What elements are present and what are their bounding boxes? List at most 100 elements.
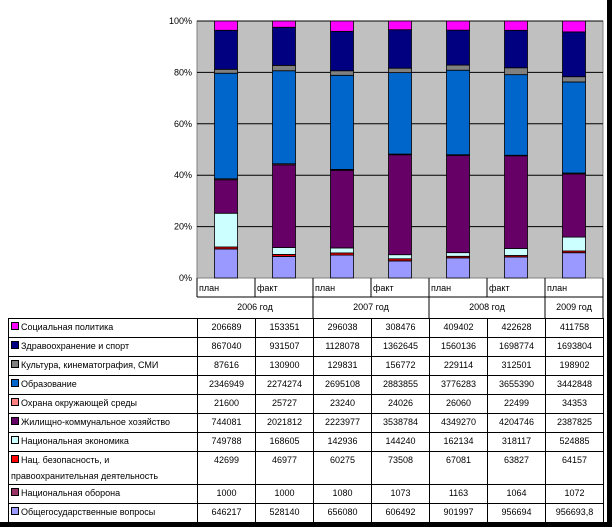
- table-cell: 2021812: [255, 413, 314, 433]
- bar-segment: [214, 248, 238, 279]
- bar-segment: [446, 20, 470, 31]
- bar-segment: [272, 26, 296, 66]
- x-tick-label: план: [431, 283, 451, 293]
- year-label: 2006 год: [237, 302, 273, 312]
- bar-segment: [330, 20, 354, 32]
- table-cell: 2223977: [313, 413, 372, 433]
- table-cell: 318117: [487, 432, 546, 452]
- table-cell: 744081: [197, 413, 256, 433]
- table-cell: 2274274: [255, 375, 314, 395]
- bar-segment: [388, 260, 412, 279]
- bar-segment: [330, 254, 354, 279]
- series-name: Общегосударственные вопросы: [21, 507, 156, 517]
- table-cell: 1693804: [545, 337, 604, 357]
- bar-segment: [504, 256, 528, 279]
- x-tick-label: план: [315, 283, 335, 293]
- year-label: 2008 год: [469, 302, 505, 312]
- table-cell: 1560136: [429, 337, 488, 357]
- bar-segment: [446, 252, 470, 257]
- legend-swatch-icon: [11, 488, 19, 496]
- table-cell: 1072: [545, 484, 604, 504]
- data-table: Социальная политика 206689 153351 296038 308…: [8, 318, 604, 523]
- legend-label: Нац. безопасность, и правоохранительная …: [8, 451, 198, 485]
- table-row: Национальная экономика 749788 168605 142936…: [8, 432, 604, 452]
- table-cell: 42699: [197, 451, 256, 485]
- legend-swatch-icon: [11, 322, 19, 330]
- table-cell: 64157: [545, 451, 604, 485]
- table-cell: 4349270: [429, 413, 488, 433]
- x-tick-label: план: [199, 283, 219, 293]
- table-cell: 144240: [371, 432, 430, 452]
- legend-swatch-icon: [11, 507, 19, 515]
- bar-segment: [562, 81, 586, 174]
- table-cell: 1128078: [313, 337, 372, 357]
- table-cell: 24026: [371, 394, 430, 414]
- table-cell: 1163: [429, 484, 488, 504]
- table-cell: 3442848: [545, 375, 604, 395]
- table-cell: 1073: [371, 484, 430, 504]
- table-cell: 931507: [255, 337, 314, 357]
- bar-segment: [562, 236, 586, 252]
- table-cell: 153351: [255, 318, 314, 338]
- table-row: Нац. безопасность, и правоохранительная …: [8, 451, 604, 485]
- bar-segment: [388, 20, 412, 31]
- table-cell: 656080: [313, 503, 372, 523]
- y-tick-label: 100%: [169, 16, 192, 26]
- y-tick-label: 40%: [174, 170, 192, 180]
- bar-segment: [330, 169, 354, 249]
- table-cell: 162134: [429, 432, 488, 452]
- table-cell: 2695108: [313, 375, 372, 395]
- series-name: Национальная оборона: [21, 488, 121, 498]
- table-cell: 409402: [429, 318, 488, 338]
- table-cell: 168605: [255, 432, 314, 452]
- table-row: Общегосударственные вопросы 646217 528140 6…: [8, 503, 604, 523]
- year-label: 2007 год: [353, 302, 389, 312]
- series-name: Здравоохранение и спорт: [21, 341, 130, 351]
- table-cell: 4204746: [487, 413, 546, 433]
- table-cell: 25727: [255, 394, 314, 414]
- bar-segment: [562, 20, 586, 33]
- bar-segment: [214, 179, 238, 214]
- bar-segment: [330, 30, 354, 72]
- table-cell: 198902: [545, 356, 604, 376]
- table-cell: 1362645: [371, 337, 430, 357]
- bar-segment: [504, 20, 528, 31]
- legend-label: Охрана окружающей среды: [8, 394, 198, 414]
- bar-segment: [446, 64, 470, 71]
- table-cell: 308476: [371, 318, 430, 338]
- table-cell: 206689: [197, 318, 256, 338]
- table-cell: 67081: [429, 451, 488, 485]
- table-cell: 901997: [429, 503, 488, 523]
- table-cell: 956694: [487, 503, 546, 523]
- bar-segment: [214, 68, 238, 74]
- series-name: Культура, кинематография, СМИ: [21, 360, 159, 370]
- table-cell: 606492: [371, 503, 430, 523]
- legend-label: Национальная оборона: [8, 484, 198, 504]
- legend-swatch-icon: [11, 455, 19, 463]
- table-cell: 129831: [313, 356, 372, 376]
- table-cell: 34353: [545, 394, 604, 414]
- legend-swatch-icon: [11, 398, 19, 406]
- bar-segment: [272, 64, 296, 72]
- table-cell: 142936: [313, 432, 372, 452]
- table-row: Жилищно-коммунальное хозяйство 744081 2021…: [8, 413, 604, 433]
- table-cell: 1000: [197, 484, 256, 504]
- series-name: Национальная экономика: [21, 436, 129, 446]
- table-row: Охрана окружающей среды 21600 25727 23240 24…: [8, 394, 604, 414]
- table-cell: 646217: [197, 503, 256, 523]
- bar-segment: [504, 74, 528, 156]
- table-cell: 312501: [487, 356, 546, 376]
- table-cell: 46977: [255, 451, 314, 485]
- x-tick-label: факт: [373, 283, 394, 293]
- legend-label: Здравоохранение и спорт: [8, 337, 198, 357]
- legend-swatch-icon: [11, 360, 19, 368]
- bar-segment: [330, 247, 354, 254]
- table-cell: 1698774: [487, 337, 546, 357]
- table-cell: 2387825: [545, 413, 604, 433]
- table-cell: 3776283: [429, 375, 488, 395]
- legend-swatch-icon: [11, 379, 19, 387]
- x-tick-label: факт: [489, 283, 510, 293]
- series-name: Образование: [21, 379, 77, 389]
- table-row: Национальная оборона 1000 1000 1080 1073 1163…: [8, 484, 604, 504]
